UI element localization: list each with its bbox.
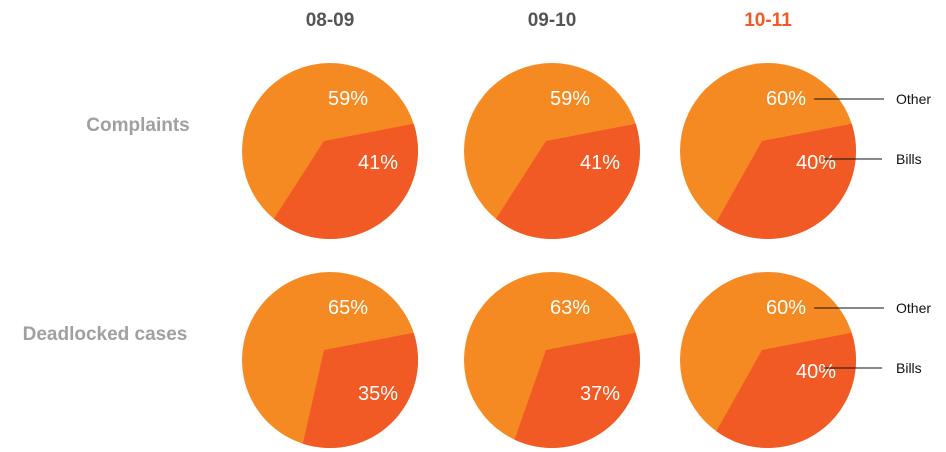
pct-label-other: 60% bbox=[766, 297, 806, 319]
legend-other-deadlocked-cases: Other bbox=[896, 300, 931, 316]
column-title-10-11: 10-11 bbox=[744, 10, 792, 31]
slice-bills-complaints-09-10 bbox=[495, 123, 641, 240]
column-title-08-09: 08-09 bbox=[306, 10, 355, 31]
legend-other-complaints: Other bbox=[896, 91, 931, 107]
pct-label-other: 65% bbox=[328, 297, 368, 319]
pct-label-other: 59% bbox=[550, 88, 590, 110]
row-label-deadlocked-cases: Deadlocked cases bbox=[23, 324, 188, 345]
legend-bills-complaints: Bills bbox=[896, 151, 922, 167]
pct-label-bills: 37% bbox=[580, 383, 620, 405]
column-title-09-10: 09-10 bbox=[528, 10, 577, 31]
pct-label-bills: 40% bbox=[796, 152, 836, 174]
pct-label-other: 60% bbox=[766, 88, 806, 110]
pct-label-bills: 41% bbox=[580, 152, 620, 174]
pie-complaints-08-09: 59% 41% bbox=[242, 63, 419, 240]
row-label-complaints: Complaints bbox=[86, 115, 189, 136]
pct-label-bills: 40% bbox=[796, 361, 836, 383]
slice-bills-deadlocked-cases-08-09 bbox=[302, 332, 419, 449]
legend-bills-deadlocked-cases: Bills bbox=[896, 360, 922, 376]
pct-label-other: 63% bbox=[550, 297, 590, 319]
pie-deadlocked-cases-08-09: 65% 35% bbox=[242, 272, 419, 449]
pct-label-bills: 35% bbox=[358, 383, 398, 405]
pie-deadlocked-cases-10-11: 60% 40% bbox=[680, 272, 857, 448]
slice-bills-complaints-10-11 bbox=[716, 123, 857, 239]
pct-label-bills: 41% bbox=[358, 152, 398, 174]
slice-bills-deadlocked-cases-09-10 bbox=[514, 332, 641, 448]
pie-complaints-09-10: 59% 41% bbox=[464, 63, 641, 240]
slice-bills-complaints-08-09 bbox=[273, 123, 419, 240]
pie-deadlocked-cases-09-10: 63% 37% bbox=[464, 272, 641, 448]
pie-complaints-10-11: 60% 40% bbox=[680, 63, 857, 239]
pct-label-other: 59% bbox=[328, 88, 368, 110]
slice-bills-deadlocked-cases-10-11 bbox=[716, 332, 857, 448]
